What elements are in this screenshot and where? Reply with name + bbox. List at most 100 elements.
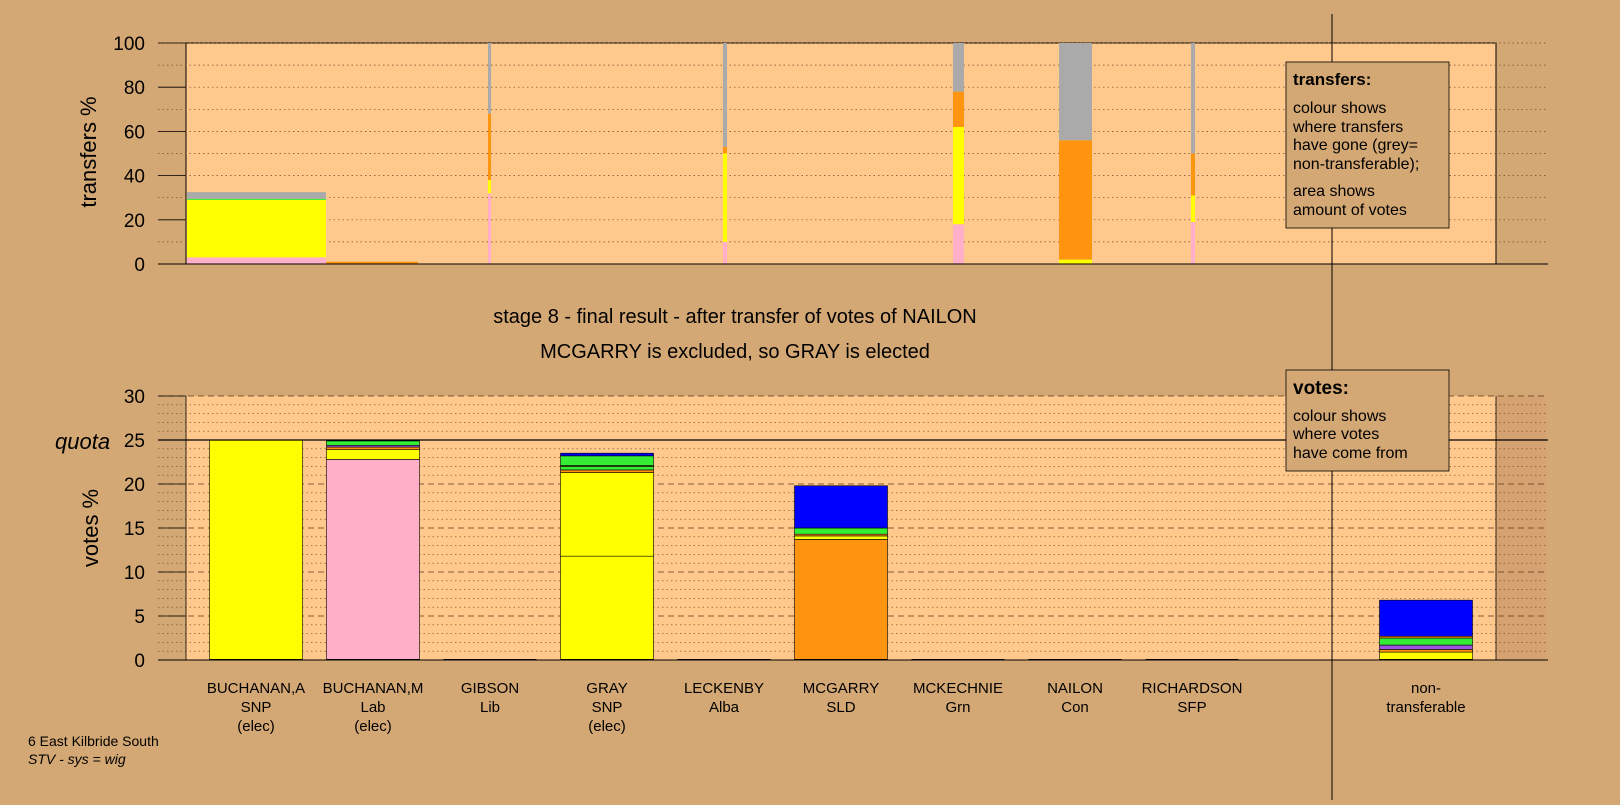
transfer-segment xyxy=(488,113,491,181)
transfers-legend-line: area shows xyxy=(1293,183,1375,200)
transfers-plot-area xyxy=(185,42,1497,265)
transfers-tick-label: 40 xyxy=(124,167,145,188)
transfer-segment xyxy=(488,180,491,194)
transfer-segment xyxy=(326,261,418,264)
votes-legend-line: where votes xyxy=(1292,426,1379,443)
transfers-legend-line: non-transferable); xyxy=(1293,156,1419,173)
vote-segment xyxy=(209,439,303,661)
votes-tick-label: 30 xyxy=(124,387,145,408)
transfer-segment xyxy=(1059,140,1092,260)
transfers-legend-title: transfers: xyxy=(1293,70,1371,89)
vote-segment xyxy=(794,485,888,529)
candidate-label: Con xyxy=(1061,699,1089,716)
vote-segment xyxy=(560,472,654,557)
transfers-panel: 0 20 40 60 80 100 transfers % xyxy=(76,34,1548,276)
transfers-legend: transfers: colour shows where transfers … xyxy=(1285,61,1450,229)
votes-tick-label: 15 xyxy=(124,519,145,540)
vote-segment xyxy=(560,455,654,466)
transfer-segment xyxy=(723,43,727,147)
transfers-tick-label: 100 xyxy=(113,34,145,55)
votes-tick-label: 0 xyxy=(134,651,145,672)
vote-segment xyxy=(1379,649,1473,653)
votes-y-axis-label: votes % xyxy=(78,489,103,567)
stage-caption: stage 8 - final result - after transfer … xyxy=(493,306,977,328)
votes-legend-box xyxy=(1285,369,1450,472)
votes-legend: votes: colour shows where votes have com… xyxy=(1285,369,1450,472)
candidate-label: SLD xyxy=(826,699,855,716)
transfers-legend-line: have gone (grey= xyxy=(1293,137,1418,154)
votes-legend-line: have come from xyxy=(1293,445,1408,462)
candidate-label: Grn xyxy=(945,699,970,716)
vote-segment xyxy=(326,459,420,661)
candidate-label: Lab xyxy=(360,699,385,716)
transfers-legend-line: amount of votes xyxy=(1293,202,1407,219)
transfer-segment xyxy=(488,43,491,114)
votes-legend-title: votes: xyxy=(1293,378,1349,399)
vote-segment xyxy=(560,555,654,661)
candidate-label: NAILON xyxy=(1047,680,1103,697)
vote-segment xyxy=(794,539,888,661)
candidate-label: (elec) xyxy=(588,718,626,735)
candidate-label: transferable xyxy=(1386,699,1465,716)
transfer-segment xyxy=(187,198,326,200)
vote-segment xyxy=(794,527,888,535)
transfer-segment xyxy=(1059,259,1092,264)
votes-legend-line: colour shows xyxy=(1293,408,1386,425)
vote-segment xyxy=(326,449,420,460)
candidate-label: GRAY xyxy=(586,680,627,697)
candidate-label: (elec) xyxy=(354,718,392,735)
vote-segment xyxy=(794,535,888,540)
candidate-label: SFP xyxy=(1177,699,1206,716)
vote-segment xyxy=(560,466,654,471)
candidate-label: SNP xyxy=(592,699,623,716)
candidate-label: BUCHANAN,M xyxy=(323,680,424,697)
candidate-label: non- xyxy=(1411,680,1441,697)
ward-name: 6 East Kilbride South xyxy=(28,733,159,749)
quota-label: quota xyxy=(55,429,110,454)
transfer-segment xyxy=(1191,153,1195,196)
vote-segment xyxy=(1379,651,1473,661)
votes-tick-label: 10 xyxy=(124,563,145,584)
transfers-y-axis-label: transfers % xyxy=(76,96,101,207)
transfers-legend-box xyxy=(1285,61,1450,229)
transfers-tick-label: 80 xyxy=(124,78,145,99)
transfer-segment xyxy=(488,193,491,264)
candidate-label: GIBSON xyxy=(461,680,519,697)
candidate-label: RICHARDSON xyxy=(1142,680,1243,697)
transfer-segment xyxy=(723,146,727,154)
transfer-segment xyxy=(1191,195,1195,223)
result-caption: MCGARRY is excluded, so GRAY is elected xyxy=(540,341,930,363)
candidate-label: (elec) xyxy=(237,718,275,735)
transfer-segment xyxy=(953,91,964,127)
vote-segment xyxy=(560,469,654,473)
transfer-segment xyxy=(1191,222,1195,264)
transfer-segment xyxy=(187,192,326,199)
candidate-label: SNP xyxy=(241,699,272,716)
transfer-segment xyxy=(723,153,727,242)
transfers-tick-label: 0 xyxy=(134,255,145,276)
transfers-bars xyxy=(187,43,1195,264)
transfers-legend-line: colour shows xyxy=(1293,100,1386,117)
transfer-segment xyxy=(1191,43,1195,154)
transfers-tick-label: 60 xyxy=(124,122,145,143)
transfers-tick-label: 20 xyxy=(124,211,145,232)
votes-bars xyxy=(209,439,1473,661)
vote-segment xyxy=(1379,644,1473,650)
transfer-segment xyxy=(187,257,326,264)
vote-segment xyxy=(326,446,420,450)
candidate-label: MCKECHNIE xyxy=(913,680,1003,697)
candidate-label: BUCHANAN,A xyxy=(207,680,305,697)
transfer-segment xyxy=(953,224,964,264)
transfer-segment xyxy=(187,199,326,258)
votes-tick-label: 25 xyxy=(124,431,145,452)
candidate-label: MCGARRY xyxy=(803,680,879,697)
candidate-labels: BUCHANAN,A SNP (elec) BUCHANAN,M Lab (elec) GI… xyxy=(207,659,1473,735)
candidate-label: LECKENBY xyxy=(684,680,764,697)
transfers-y-ticks: 0 20 40 60 80 100 xyxy=(113,34,1548,276)
transfer-segment xyxy=(953,126,964,225)
vote-segment xyxy=(1379,599,1473,637)
votes-tick-label: 20 xyxy=(124,475,145,496)
candidate-label: Alba xyxy=(709,699,740,716)
